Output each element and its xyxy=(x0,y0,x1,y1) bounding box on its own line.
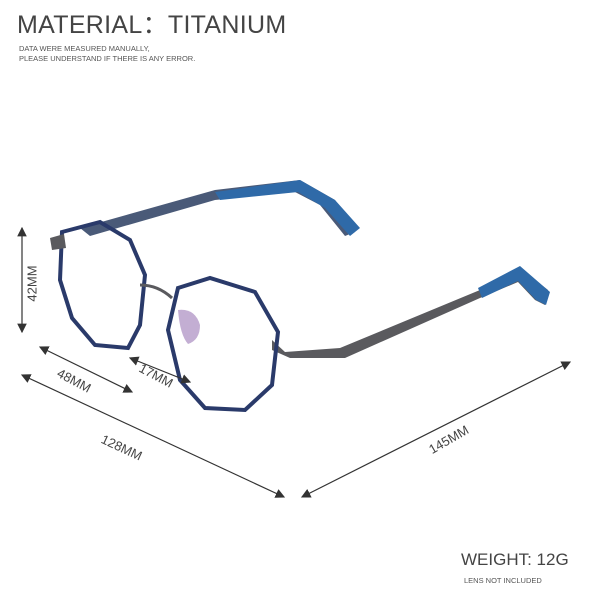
right-lens-rim xyxy=(165,275,281,413)
lens-not-included-note: LENS NOT INCLUDED xyxy=(464,576,542,585)
near-temple-tip xyxy=(478,266,550,305)
lens-height-label: 42MM xyxy=(24,265,40,302)
measurement-note: DATA WERE MEASURED MANUALLY, PLEASE UNDE… xyxy=(19,44,195,64)
far-temple-tip xyxy=(215,180,360,236)
hinge-left xyxy=(50,234,66,250)
note-line-2: PLEASE UNDERSTAND IF THERE IS ANY ERROR. xyxy=(19,53,196,63)
dim-line-128mm xyxy=(20,374,286,498)
note-line-1: DATA WERE MEASURED MANUALLY, xyxy=(19,44,150,53)
far-temple xyxy=(80,180,355,236)
nose-pad xyxy=(178,309,200,344)
bridge xyxy=(139,283,174,300)
weight-label: WEIGHT: 12G xyxy=(461,550,569,569)
dim-line-145mm xyxy=(300,361,572,498)
material-title: MATERIAL：TITANIUM xyxy=(17,11,287,39)
left-lens-rim xyxy=(57,219,148,351)
